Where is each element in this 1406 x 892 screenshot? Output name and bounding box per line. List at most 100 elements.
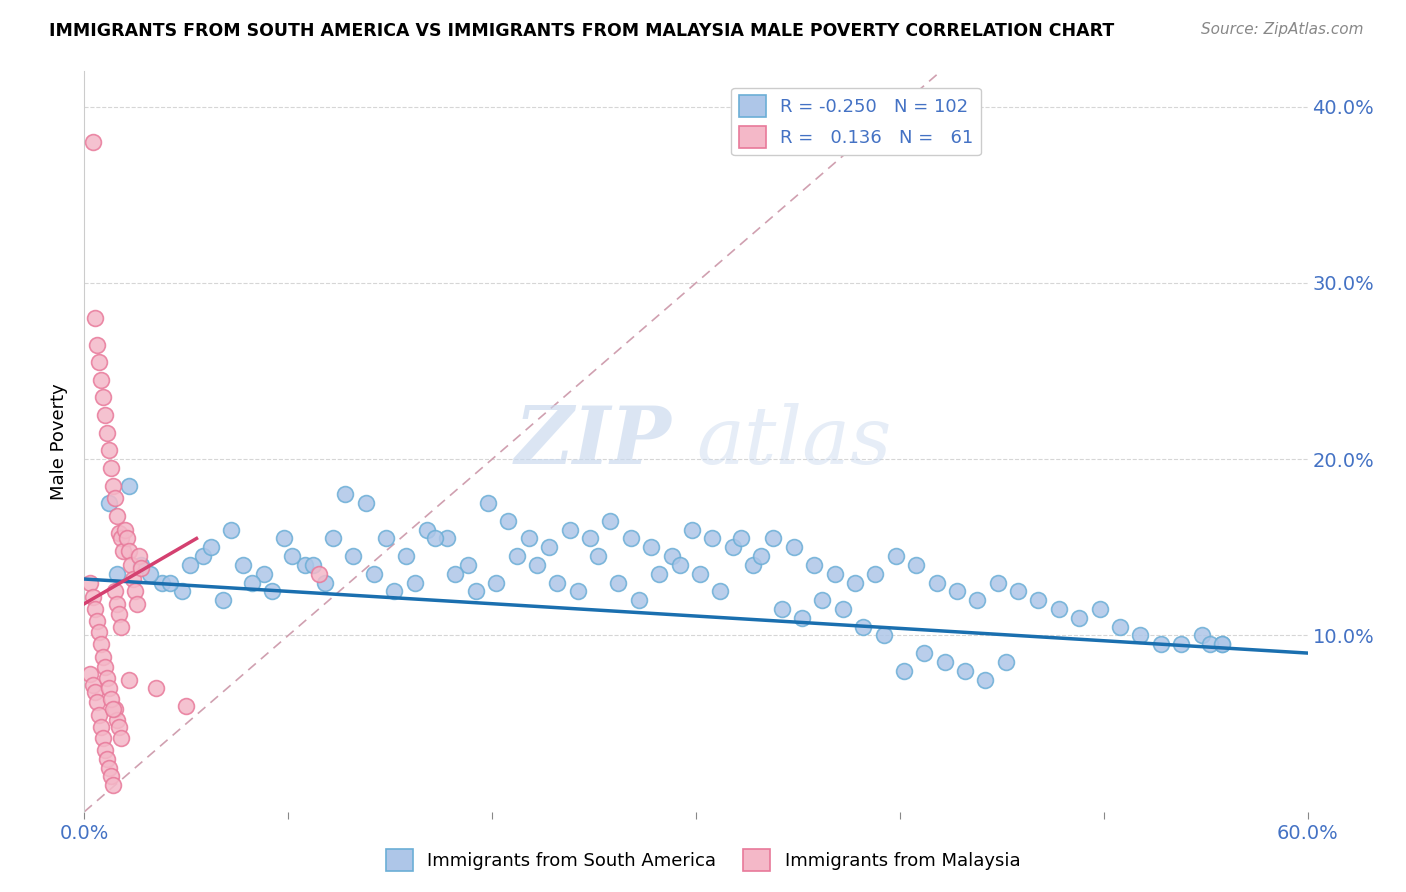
Point <box>811 593 834 607</box>
Point <box>790 611 813 625</box>
Point <box>108 720 131 734</box>
Point <box>110 731 132 745</box>
Point <box>1007 584 1029 599</box>
Point <box>232 558 254 572</box>
Point <box>749 549 772 563</box>
Point <box>97 761 120 775</box>
Point <box>925 575 948 590</box>
Point <box>87 707 110 722</box>
Point <box>505 549 527 563</box>
Point <box>1170 637 1192 651</box>
Point <box>96 671 118 685</box>
Point <box>721 541 744 555</box>
Legend: Immigrants from South America, Immigrants from Malaysia: Immigrants from South America, Immigrant… <box>378 842 1028 879</box>
Point <box>905 558 928 572</box>
Point <box>1028 593 1050 607</box>
Point <box>118 673 141 687</box>
Point <box>322 532 344 546</box>
Point <box>607 575 630 590</box>
Point <box>86 337 108 351</box>
Point <box>101 778 124 792</box>
Point <box>145 681 167 696</box>
Point <box>770 602 793 616</box>
Point <box>762 532 785 546</box>
Point <box>546 575 568 590</box>
Point <box>93 408 115 422</box>
Text: atlas: atlas <box>696 403 891 480</box>
Point <box>104 584 127 599</box>
Point <box>423 532 446 546</box>
Point <box>844 575 866 590</box>
Point <box>112 544 135 558</box>
Point <box>1198 637 1220 651</box>
Point <box>314 575 336 590</box>
Point <box>87 355 110 369</box>
Point <box>640 541 662 555</box>
Point <box>101 478 124 492</box>
Point <box>444 566 467 581</box>
Point <box>179 558 201 572</box>
Point <box>260 584 283 599</box>
Point <box>953 664 976 678</box>
Point <box>86 695 108 709</box>
Point <box>219 523 242 537</box>
Point <box>97 443 120 458</box>
Point <box>1150 637 1173 651</box>
Point <box>783 541 806 555</box>
Point <box>538 541 561 555</box>
Y-axis label: Male Poverty: Male Poverty <box>51 384 69 500</box>
Point <box>97 496 120 510</box>
Point <box>354 496 377 510</box>
Point <box>124 584 146 599</box>
Point <box>118 544 141 558</box>
Point <box>191 549 214 563</box>
Point <box>115 532 138 546</box>
Point <box>1191 628 1213 642</box>
Point <box>212 593 235 607</box>
Point <box>82 590 104 604</box>
Point <box>730 532 752 546</box>
Point <box>174 698 197 713</box>
Point <box>558 523 581 537</box>
Point <box>301 558 323 572</box>
Point <box>599 514 621 528</box>
Point <box>1088 602 1111 616</box>
Point <box>114 523 136 537</box>
Point <box>83 311 105 326</box>
Point <box>865 566 887 581</box>
Point <box>934 655 956 669</box>
Point <box>131 558 153 572</box>
Point <box>498 514 520 528</box>
Point <box>627 593 650 607</box>
Point <box>893 664 915 678</box>
Point <box>90 720 112 734</box>
Point <box>100 769 122 783</box>
Point <box>702 532 724 546</box>
Point <box>120 558 142 572</box>
Point <box>872 628 894 642</box>
Point <box>253 566 276 581</box>
Point <box>342 549 364 563</box>
Point <box>620 532 643 546</box>
Point <box>83 685 105 699</box>
Point <box>308 566 330 581</box>
Point <box>83 602 105 616</box>
Point <box>138 566 160 581</box>
Point <box>661 549 683 563</box>
Point <box>93 660 115 674</box>
Point <box>105 508 128 523</box>
Point <box>96 425 118 440</box>
Point <box>912 646 935 660</box>
Point <box>90 373 112 387</box>
Point <box>131 561 153 575</box>
Point <box>1211 637 1233 651</box>
Point <box>172 584 194 599</box>
Point <box>1109 619 1132 633</box>
Point <box>79 575 101 590</box>
Point <box>159 575 181 590</box>
Point <box>118 478 141 492</box>
Point <box>579 532 602 546</box>
Point <box>90 637 112 651</box>
Point <box>110 619 132 633</box>
Point <box>526 558 548 572</box>
